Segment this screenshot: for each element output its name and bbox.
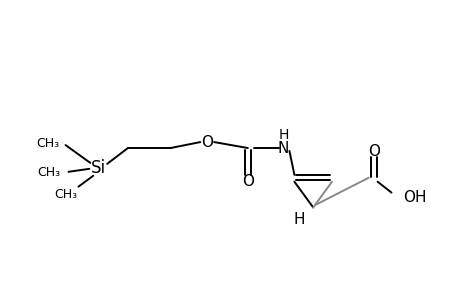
Text: O: O <box>367 145 379 160</box>
Text: O: O <box>241 174 253 189</box>
Text: CH₃: CH₃ <box>54 188 77 201</box>
Text: CH₃: CH₃ <box>37 166 60 179</box>
Text: H: H <box>293 212 304 227</box>
Text: OH: OH <box>403 190 426 205</box>
Text: Si: Si <box>90 159 106 177</box>
Text: CH₃: CH₃ <box>36 136 59 150</box>
Text: N: N <box>277 140 289 155</box>
Text: O: O <box>201 135 213 150</box>
Text: H: H <box>278 128 288 142</box>
